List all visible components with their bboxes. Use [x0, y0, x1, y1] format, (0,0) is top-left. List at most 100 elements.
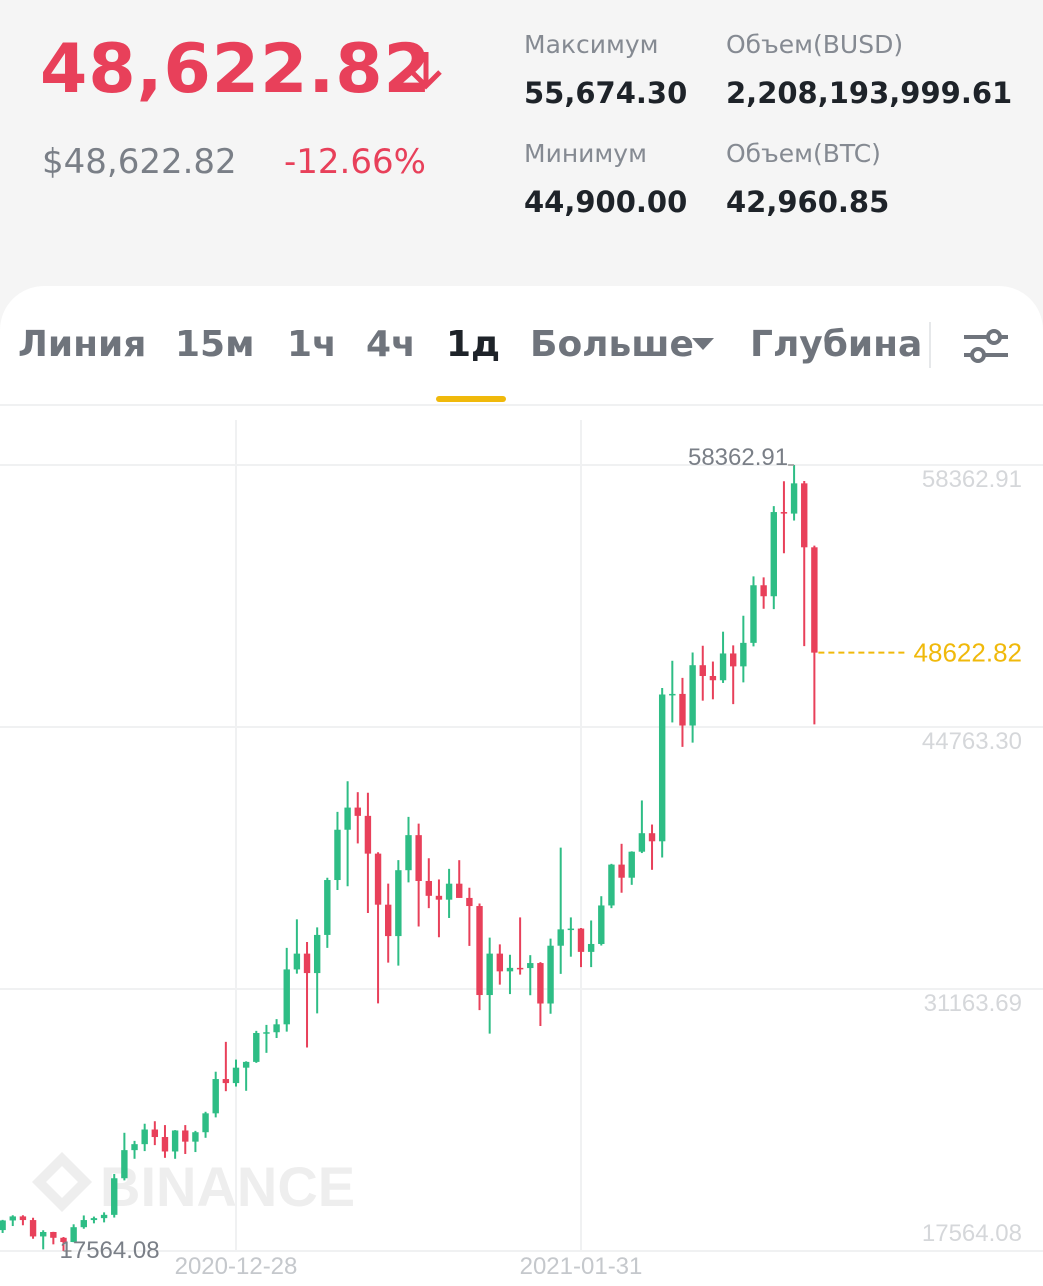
candle-body [577, 928, 585, 952]
candle-body [790, 483, 798, 514]
candle-body [709, 676, 717, 681]
tab[interactable]: 4ч [366, 324, 416, 365]
candle-body [648, 833, 656, 842]
candle-body [547, 945, 554, 1004]
candle-body [313, 934, 321, 974]
candle-body [80, 1220, 87, 1228]
price-change: -12.66% [284, 142, 426, 182]
candle-body [344, 807, 351, 830]
stat-label: Объем(BUSD) [726, 30, 904, 59]
tab[interactable]: Линия [18, 324, 147, 365]
candle-body [232, 1067, 240, 1084]
candle-body [567, 928, 575, 931]
x-tick-label: 2021-01-31 [520, 1253, 643, 1280]
candle-body [719, 653, 727, 681]
candle-body [9, 1216, 16, 1221]
candle-body [496, 953, 504, 972]
candle-body [324, 880, 331, 935]
candle-body [557, 929, 564, 946]
stat-value: 44,900.00 [524, 185, 688, 219]
tab[interactable]: 15м [175, 324, 255, 365]
candle-body [740, 642, 747, 667]
tab[interactable]: Глубина [750, 324, 923, 365]
candle-body [354, 807, 361, 816]
candle-body [263, 1032, 270, 1034]
candle-body [628, 851, 635, 878]
candle-body [618, 864, 625, 878]
candle-body [90, 1218, 98, 1221]
usd-price: $48,622.82 [42, 142, 237, 182]
stat-label: Минимум [524, 139, 647, 168]
candle-body [303, 953, 311, 974]
candle-body [273, 1024, 280, 1033]
candle-body [141, 1129, 148, 1145]
candle-body [415, 835, 422, 881]
x-tick-label: 2020-12-28 [175, 1253, 298, 1280]
candle-body [405, 835, 412, 871]
candle-body [476, 906, 483, 996]
dropdown-icon [692, 338, 714, 350]
candle-body [506, 967, 514, 972]
candle-body [527, 963, 534, 969]
candle-body [70, 1227, 77, 1243]
tab-underline [436, 396, 506, 402]
candle-body [587, 943, 595, 952]
stat-label: Максимум [524, 30, 659, 59]
candle-body [770, 512, 777, 597]
y-tick-label: 58362.91 [922, 466, 1022, 493]
y-tick-label: 44763.30 [922, 728, 1022, 755]
candle-body [658, 694, 666, 842]
candle-body [598, 905, 605, 944]
settings-icon[interactable] [960, 326, 1012, 366]
stat-value: 55,674.30 [524, 76, 688, 110]
candle-body [121, 1150, 128, 1179]
stat-label: Объем(BTC) [726, 139, 881, 168]
candle-body [60, 1237, 67, 1243]
candle-body [111, 1178, 118, 1215]
last-price-label: 48622.82 [914, 638, 1022, 668]
candle-body [608, 864, 615, 906]
candle-body [466, 897, 473, 907]
stat-value: 42,960.85 [726, 185, 890, 219]
candle-body [385, 904, 392, 937]
candle-body [374, 853, 382, 905]
candle-body [253, 1032, 260, 1062]
tab[interactable]: 1ч [287, 324, 337, 365]
candle-body [161, 1137, 169, 1152]
candle-body [638, 833, 646, 852]
candle-body [100, 1214, 108, 1219]
candle-body [679, 693, 686, 726]
y-tick-label: 31163.69 [924, 990, 1022, 1017]
candle-body [730, 653, 737, 667]
candle-body [364, 815, 372, 854]
candle-body [689, 665, 696, 726]
tab-active[interactable]: 1д [446, 324, 501, 365]
candle-body [780, 512, 788, 514]
candle-body [699, 665, 706, 677]
stat-value: 2,208,193,999.61 [726, 76, 1013, 110]
candle-body [202, 1113, 209, 1133]
candle-body [50, 1232, 57, 1238]
tab-dropdown[interactable]: Больше [530, 324, 694, 365]
candle-body [29, 1220, 37, 1237]
candle-body [40, 1232, 47, 1237]
candle-body [456, 883, 463, 898]
candle-body [334, 829, 341, 881]
watermark-logo [32, 1152, 92, 1212]
candle-body [131, 1144, 138, 1151]
candle-body [192, 1132, 199, 1142]
separator [0, 404, 1043, 406]
candle-body [171, 1130, 179, 1152]
low-label: 17564.08 [60, 1237, 160, 1264]
candle-body [222, 1079, 230, 1084]
candle-body [435, 895, 443, 900]
candle-body [212, 1079, 219, 1114]
candle-body [811, 547, 818, 653]
down-arrow-icon [410, 52, 442, 90]
candle-body [669, 693, 676, 696]
watermark: BINANCE [100, 1155, 355, 1218]
candle-body [425, 880, 432, 896]
candle-body [486, 953, 493, 996]
candle-body [151, 1129, 159, 1138]
